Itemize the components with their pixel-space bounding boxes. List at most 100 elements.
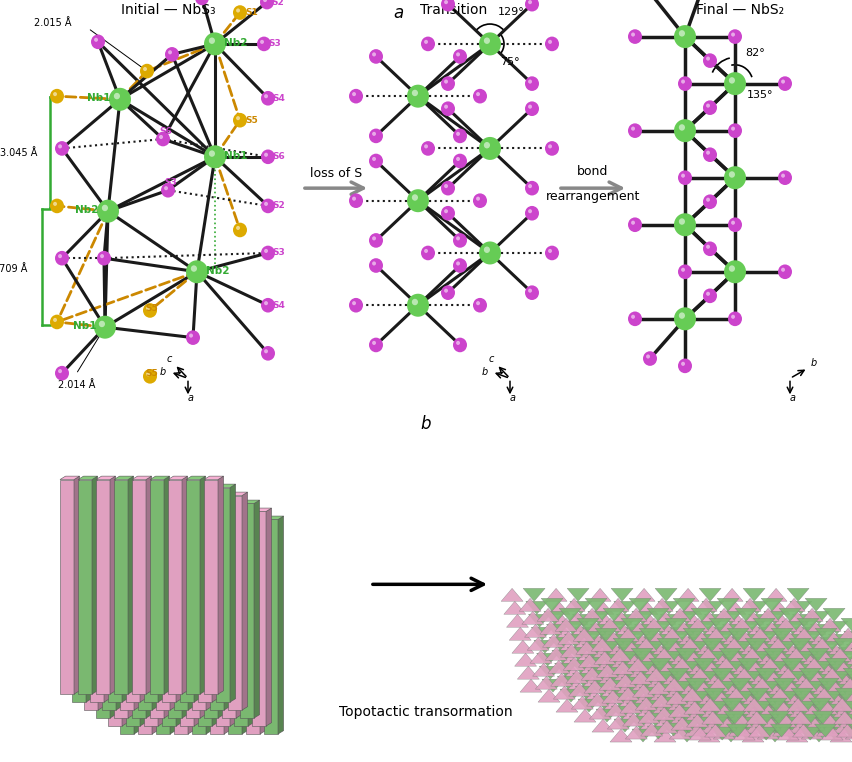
Circle shape (679, 30, 685, 37)
Circle shape (261, 91, 275, 106)
Polygon shape (749, 614, 770, 627)
Polygon shape (791, 674, 813, 687)
Polygon shape (807, 634, 828, 647)
Polygon shape (222, 504, 236, 718)
Polygon shape (630, 634, 653, 647)
Polygon shape (264, 520, 278, 734)
Polygon shape (626, 703, 648, 716)
Circle shape (453, 49, 467, 64)
Polygon shape (851, 648, 852, 661)
Polygon shape (684, 701, 705, 714)
Polygon shape (823, 608, 845, 621)
Polygon shape (648, 681, 670, 694)
Polygon shape (682, 710, 704, 723)
Polygon shape (617, 673, 639, 686)
Circle shape (728, 29, 742, 44)
Polygon shape (667, 676, 689, 689)
Circle shape (233, 5, 247, 20)
Polygon shape (72, 488, 86, 702)
Circle shape (264, 94, 268, 98)
Polygon shape (616, 652, 638, 664)
Polygon shape (734, 704, 757, 717)
Polygon shape (661, 628, 683, 642)
Polygon shape (825, 703, 847, 716)
Polygon shape (815, 687, 838, 700)
Polygon shape (563, 598, 585, 611)
Polygon shape (816, 650, 838, 663)
Polygon shape (176, 508, 181, 726)
Polygon shape (608, 634, 630, 647)
Polygon shape (752, 700, 774, 713)
Polygon shape (808, 670, 830, 684)
Polygon shape (701, 639, 723, 652)
Polygon shape (743, 698, 765, 711)
Polygon shape (749, 687, 771, 700)
Polygon shape (146, 500, 152, 718)
Polygon shape (636, 601, 658, 614)
Polygon shape (545, 588, 567, 601)
Polygon shape (668, 690, 690, 703)
Text: Topotactic transormation: Topotactic transormation (339, 705, 513, 719)
Polygon shape (170, 516, 176, 734)
Polygon shape (126, 484, 146, 488)
Polygon shape (663, 723, 685, 736)
Circle shape (143, 67, 147, 71)
Polygon shape (783, 657, 805, 670)
Polygon shape (614, 719, 636, 732)
Polygon shape (603, 608, 625, 621)
Polygon shape (843, 668, 852, 681)
Polygon shape (604, 689, 626, 702)
Polygon shape (150, 504, 164, 718)
Polygon shape (833, 697, 852, 710)
Polygon shape (759, 717, 781, 730)
Polygon shape (815, 673, 837, 686)
Polygon shape (687, 663, 709, 676)
Polygon shape (812, 711, 834, 724)
Polygon shape (648, 644, 671, 657)
Circle shape (731, 33, 735, 37)
Polygon shape (545, 647, 567, 660)
Text: c: c (166, 354, 171, 364)
Circle shape (476, 197, 480, 200)
Polygon shape (704, 652, 726, 664)
Polygon shape (628, 680, 650, 693)
Polygon shape (602, 676, 624, 689)
Polygon shape (188, 492, 193, 710)
Polygon shape (234, 508, 254, 511)
Polygon shape (742, 729, 764, 742)
Circle shape (261, 298, 275, 312)
Polygon shape (703, 696, 725, 709)
Polygon shape (162, 508, 181, 511)
Polygon shape (757, 704, 779, 717)
Polygon shape (629, 598, 651, 611)
Polygon shape (120, 495, 134, 710)
Polygon shape (754, 691, 776, 704)
Polygon shape (776, 655, 798, 668)
Polygon shape (735, 726, 757, 739)
Circle shape (674, 307, 696, 330)
Polygon shape (741, 648, 763, 661)
Polygon shape (763, 634, 785, 647)
Polygon shape (747, 688, 769, 701)
Circle shape (236, 8, 240, 12)
Polygon shape (675, 707, 697, 720)
Polygon shape (725, 637, 747, 650)
Polygon shape (598, 642, 619, 655)
Polygon shape (740, 716, 762, 729)
Polygon shape (698, 729, 720, 742)
Polygon shape (630, 716, 651, 729)
Polygon shape (525, 624, 546, 637)
Polygon shape (798, 713, 820, 726)
Polygon shape (834, 674, 852, 687)
Polygon shape (60, 476, 79, 479)
Circle shape (369, 338, 383, 352)
Polygon shape (682, 637, 703, 650)
Text: S4: S4 (272, 94, 285, 103)
Circle shape (674, 119, 696, 142)
Polygon shape (638, 710, 660, 723)
Polygon shape (784, 679, 806, 692)
Polygon shape (780, 726, 801, 739)
Polygon shape (146, 476, 152, 694)
Circle shape (681, 362, 685, 366)
Circle shape (778, 76, 792, 91)
